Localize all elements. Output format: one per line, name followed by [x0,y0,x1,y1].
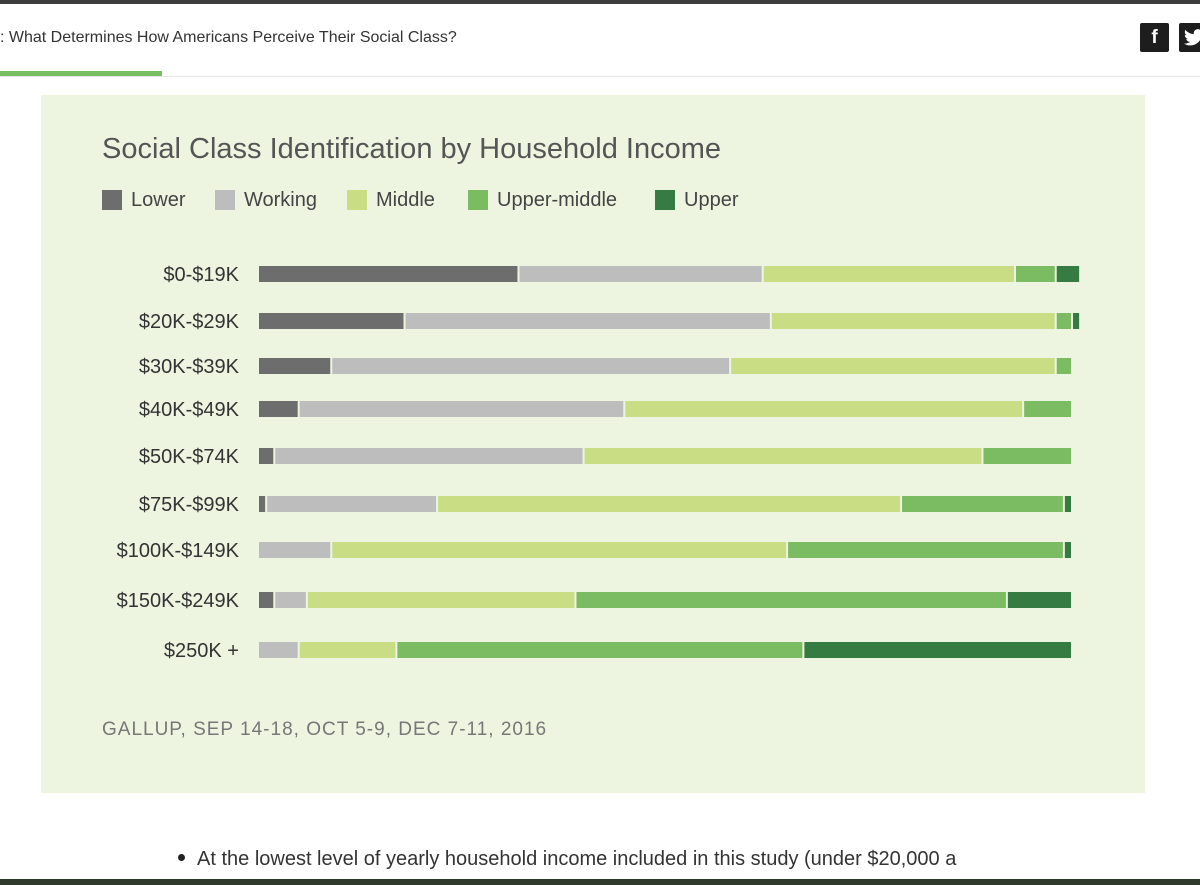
legend-item-middle: Middle [347,187,435,213]
article-bullet: At the lowest level of yearly household … [178,848,956,871]
bar-middle-40k-49k [625,401,1023,417]
bar-lower-0-19k [259,266,518,282]
twitter-icon [1183,29,1200,46]
bar-upper-middle-40k-49k [1024,401,1071,417]
legend-label-middle: Middle [376,188,435,211]
category-label-100k-149k: $100K-$149K [117,540,240,562]
legend-item-upper-middle: Upper-middle [468,187,617,213]
category-label-40k-49k: $40K-$49K [139,399,240,421]
category-label-30k-39k: $30K-$39K [139,356,240,378]
legend-swatch-lower [102,190,122,210]
facebook-icon: f [1151,26,1158,48]
chart-source: GALLUP, SEP 14-18, OCT 5-9, DEC 7-11, 20… [102,719,548,740]
category-label-0-19k: $0-$19K [163,264,239,286]
bar-middle-100k-149k [332,542,787,558]
bar-working-40k-49k [299,401,624,417]
bar-working-20k-29k [405,313,770,329]
category-label-150k-249k: $150K-$249K [117,590,240,612]
reading-progress-bar [0,71,162,76]
bar-upper-150k-249k [1007,592,1071,608]
bar-middle-50k-74k [584,448,982,464]
bar-lower-50k-74k [259,448,274,464]
bar-upper-middle-50k-74k [983,448,1071,464]
bar-upper-middle-100k-149k [788,542,1063,558]
bar-upper-middle-20k-29k [1056,313,1071,329]
category-label-75k-99k: $75K-$99K [139,494,240,516]
category-label-250k: $250K + [164,640,239,662]
article-header: : What Determines How Americans Perceive… [0,4,1200,77]
category-label-20k-29k: $20K-$29K [139,311,240,333]
bar-upper-middle-75k-99k [902,496,1063,512]
legend-swatch-middle [347,190,367,210]
bar-lower-150k-249k [259,592,274,608]
bullet-dot [178,854,185,862]
bar-middle-250k [299,642,396,658]
legend-item-upper: Upper [655,187,738,213]
legend-item-working: Working [215,187,317,213]
legend-label-lower: Lower [131,188,186,211]
bar-upper-middle-30k-39k [1056,358,1071,374]
bar-lower-75k-99k [259,496,266,512]
article-bullet-text: At the lowest level of yearly household … [197,848,957,870]
category-label-50k-74k: $50K-$74K [139,446,240,468]
facebook-share-button[interactable]: f [1140,23,1169,52]
bar-upper-middle-0-19k [1016,266,1055,282]
bar-working-100k-149k [259,542,331,558]
bar-working-75k-99k [267,496,437,512]
legend-swatch-upper [655,190,675,210]
bar-middle-150k-249k [307,592,575,608]
bar-upper-20k-29k [1073,313,1080,329]
legend-label-upper-middle: Upper-middle [497,188,618,211]
twitter-share-button[interactable] [1179,23,1200,52]
chart-title: Social Class Identification by Household… [102,133,721,165]
chart-panel: Social Class Identification by Household… [41,95,1145,793]
bar-lower-20k-29k [259,313,404,329]
top-border [0,0,1200,4]
legend-swatch-upper-middle [468,190,488,210]
bar-upper-middle-150k-249k [576,592,1006,608]
legend-swatch-working [215,190,235,210]
bar-working-0-19k [519,266,762,282]
bar-upper-0-19k [1056,266,1080,282]
bar-working-30k-39k [332,358,730,374]
bar-working-250k [259,642,298,658]
article-title: : What Determines How Americans Perceive… [0,29,457,46]
bar-lower-30k-39k [259,358,331,374]
stacked-bar-chart: $0-$19K $20K-$29K $30K-$39K $40K-$49K $50K-$… [117,264,1080,662]
bar-middle-75k-99k [438,496,901,512]
bar-upper-100k-149k [1064,542,1071,558]
bar-middle-20k-29k [771,313,1055,329]
bar-working-150k-249k [275,592,306,608]
legend-item-lower: Lower [102,187,185,213]
bar-upper-250k [804,642,1071,658]
legend-label-working: Working [244,188,317,211]
bar-working-50k-74k [275,448,583,464]
bottom-border [0,879,1200,885]
bar-lower-40k-49k [259,401,298,417]
bar-middle-0-19k [763,266,1015,282]
bar-middle-30k-39k [731,358,1055,374]
bar-upper-middle-250k [397,642,803,658]
legend-label-upper: Upper [684,188,739,211]
bar-upper-75k-99k [1064,496,1071,512]
